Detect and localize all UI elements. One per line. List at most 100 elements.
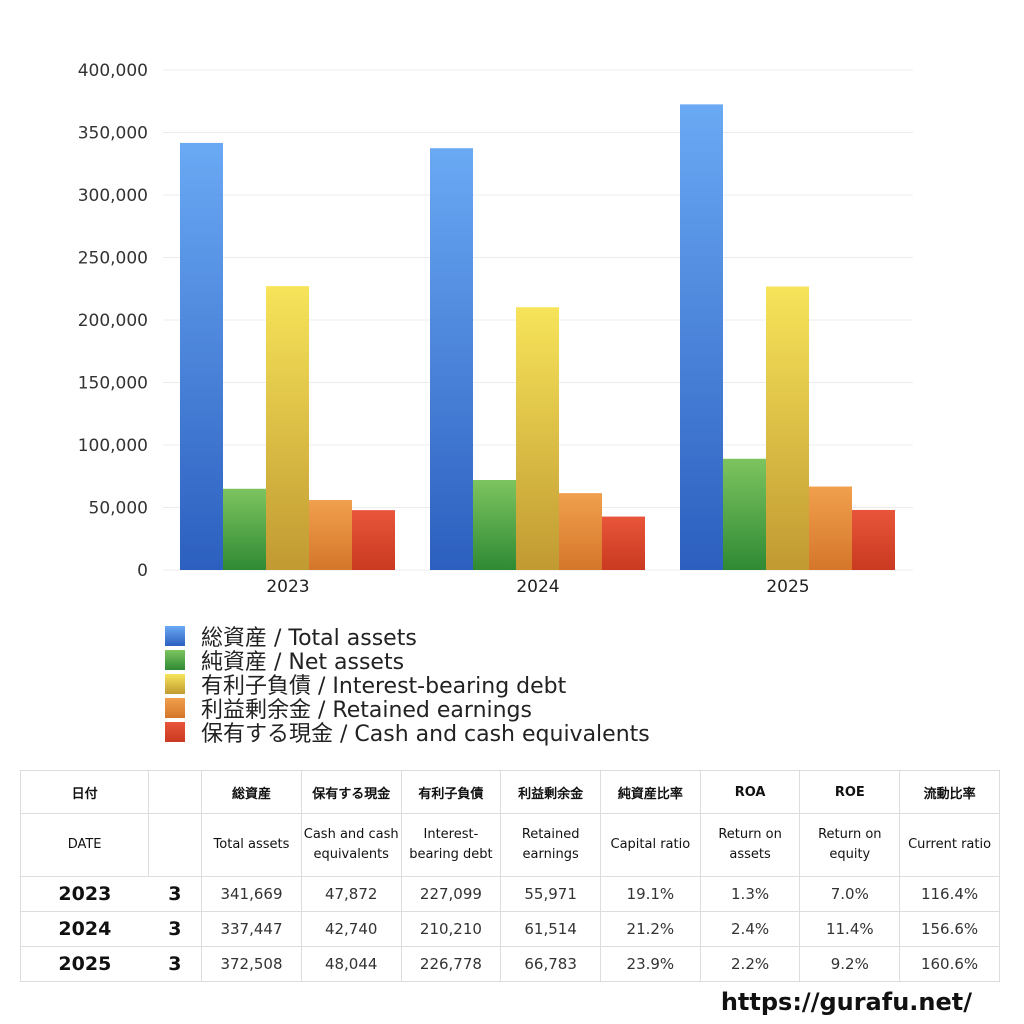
table-cell: 47,872 xyxy=(300,876,402,912)
table-cell: 116.4% xyxy=(899,876,1000,912)
bar-2025-series-3 xyxy=(809,486,852,570)
table-cell: 純資産比率 xyxy=(600,770,701,814)
y-axis-ticks: 0 50,000 100,000 150,000 200,000 250,000 300,0… xyxy=(78,61,148,581)
table-cell: DATE xyxy=(19,813,150,877)
table-cell: Total assets xyxy=(201,813,302,877)
y-tick-label: 300,000 xyxy=(78,186,148,206)
table-cell: 210,210 xyxy=(400,911,502,947)
legend-item: 総資産 / Total assets xyxy=(165,624,650,651)
table-cell: 9.2% xyxy=(799,946,901,982)
table-cell: Capital ratio xyxy=(600,813,701,877)
y-tick-label: 0 xyxy=(137,561,148,581)
bar-2023-series-0 xyxy=(180,142,223,570)
table-cell: Cash and cash equivalents xyxy=(300,813,402,877)
table-cell: 保有する現金 xyxy=(300,770,402,814)
bar-2025-series-0 xyxy=(680,104,723,571)
bar-2023-series-1 xyxy=(223,488,266,570)
table-cell: 利益剰余金 xyxy=(500,770,601,814)
bar-2025-series-4 xyxy=(852,509,895,570)
table-cell: 1.3% xyxy=(699,876,801,912)
bar-2024-series-3 xyxy=(559,493,602,570)
bar-2023-series-2 xyxy=(266,286,309,570)
table-cell: 2024 xyxy=(19,911,149,947)
legend-swatch xyxy=(165,698,185,718)
table-header-jp: 日付 総資産 保有する現金 有利子負債 利益剰余金 純資産比率 ROA ROE 流動比率 xyxy=(19,770,1000,814)
table-cell: 66,783 xyxy=(500,946,601,982)
table-cell: 流動比率 xyxy=(899,770,1000,814)
table-row: 2023 3 341,669 47,872 227,099 55,971 19.1% 1.3%… xyxy=(19,876,1000,912)
legend-label: 利益剰余金 / Retained earnings xyxy=(201,698,532,723)
table-cell: Return on equity xyxy=(799,813,901,877)
y-tick-label: 250,000 xyxy=(78,249,148,269)
table-cell: Interest-bearing debt xyxy=(400,813,502,877)
table-cell: 2025 xyxy=(19,946,149,982)
table-cell: Return on assets xyxy=(699,813,801,877)
bar-2024-series-1 xyxy=(473,480,516,570)
bar-2024-series-2 xyxy=(516,307,559,570)
table-cell: 3 xyxy=(148,911,203,947)
legend-item: 有利子負債 / Interest-bearing debt xyxy=(165,672,650,699)
table-cell: ROA xyxy=(699,770,801,814)
legend-label: 純資産 / Net assets xyxy=(201,650,405,675)
bar-2025-series-1 xyxy=(723,458,766,570)
table-row: 2024 3 337,447 42,740 210,210 61,514 21.2% 2.4%… xyxy=(19,911,1000,947)
table-cell: 2.4% xyxy=(699,911,801,947)
x-tick-label: 2024 xyxy=(516,577,559,597)
financial-table: 日付 総資産 保有する現金 有利子負債 利益剰余金 純資産比率 ROA ROE 流動比率 DATE… xyxy=(19,770,1000,982)
y-tick-label: 50,000 xyxy=(89,499,148,519)
x-tick-label: 2025 xyxy=(766,577,809,597)
legend-swatch xyxy=(165,674,185,694)
table-cell: 3 xyxy=(148,946,203,982)
y-tick-label: 150,000 xyxy=(78,374,148,394)
legend-item: 純資産 / Net assets xyxy=(165,648,650,675)
legend-item: 利益剰余金 / Retained earnings xyxy=(165,696,650,723)
legend-swatch xyxy=(165,626,185,646)
table-cell: 156.6% xyxy=(899,911,1000,947)
table-cell: 総資産 xyxy=(201,770,302,814)
legend-item: 保有する現金 / Cash and cash equivalents xyxy=(165,720,650,747)
bar-2024-series-0 xyxy=(430,148,473,570)
source-url: https://gurafu.net/ xyxy=(720,988,972,1016)
x-tick-label: 2023 xyxy=(266,577,309,597)
bar-2025-series-2 xyxy=(766,286,809,570)
table-cell: 48,044 xyxy=(300,946,402,982)
table-cell: 日付 xyxy=(19,770,150,814)
table-cell: 226,778 xyxy=(400,946,502,982)
table-cell: Retained earnings xyxy=(500,813,601,877)
table-cell: 55,971 xyxy=(500,876,601,912)
legend-label: 有利子負債 / Interest-bearing debt xyxy=(201,674,567,699)
table-cell: 341,669 xyxy=(201,876,302,912)
legend-swatch xyxy=(165,650,185,670)
table-cell: Current ratio xyxy=(899,813,1000,877)
legend: 総資産 / Total assets 純資産 / Net assets 有利子負債 … xyxy=(165,624,650,747)
table-cell xyxy=(148,813,203,877)
x-axis-labels: 2023 2024 2025 xyxy=(266,577,809,597)
legend-label: 保有する現金 / Cash and cash equivalents xyxy=(201,722,650,747)
y-tick-label: 400,000 xyxy=(78,61,148,81)
table-cell xyxy=(148,770,203,814)
table-cell: 372,508 xyxy=(201,946,302,982)
table-cell: ROE xyxy=(799,770,901,814)
bar-2023-series-3 xyxy=(309,500,352,570)
y-tick-label: 200,000 xyxy=(78,311,148,331)
table-cell: 21.2% xyxy=(600,911,701,947)
table-row: 2025 3 372,508 48,044 226,778 66,783 23.9% 2.2%… xyxy=(19,946,1000,982)
table-header-en: DATE Total assets Cash and cash equivalent… xyxy=(19,813,1000,877)
legend-label: 総資産 / Total assets xyxy=(201,626,417,651)
bar-2024-series-4 xyxy=(602,516,645,570)
table-cell: 3 xyxy=(148,876,203,912)
table-cell: 2.2% xyxy=(699,946,801,982)
table-cell: 42,740 xyxy=(300,911,402,947)
table-cell: 23.9% xyxy=(600,946,701,982)
bar-2023-series-4 xyxy=(352,510,395,570)
table-cell: 2023 xyxy=(19,876,149,912)
bars xyxy=(180,104,895,571)
y-tick-label: 350,000 xyxy=(78,124,148,144)
table-cell: 有利子負債 xyxy=(400,770,502,814)
table-cell: 19.1% xyxy=(600,876,701,912)
y-tick-label: 100,000 xyxy=(78,436,148,456)
bar-chart: 0 50,000 100,000 150,000 200,000 250,000 300,0… xyxy=(78,61,913,597)
table-cell: 11.4% xyxy=(799,911,901,947)
table-cell: 61,514 xyxy=(500,911,601,947)
table-cell: 160.6% xyxy=(899,946,1000,982)
